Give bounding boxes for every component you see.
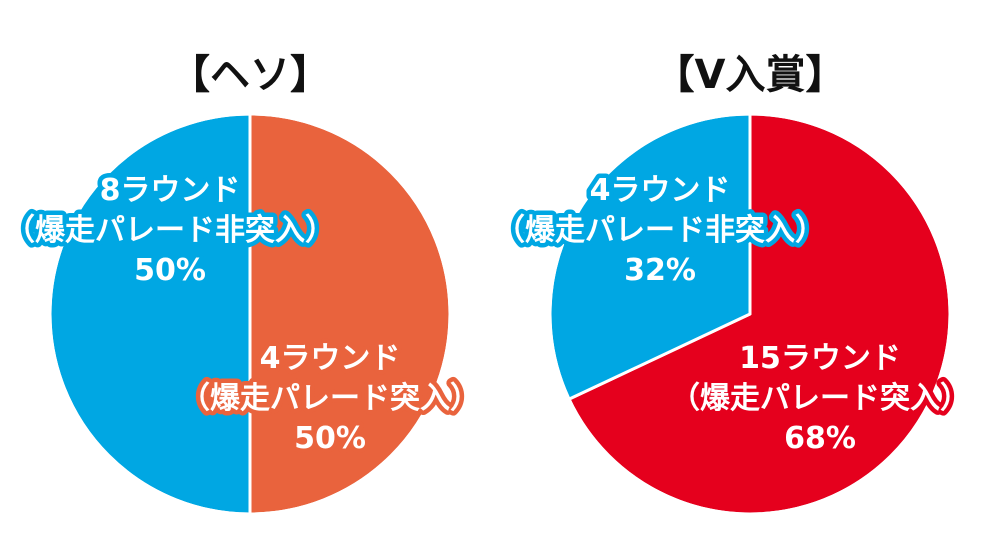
slice-name-label-v-nyusho-0: 15ラウンド [739, 341, 901, 376]
chart-title-v-nyusho: 【V入賞】 [655, 52, 846, 98]
slice-sub-label-heso-1: （爆走パレード非突入） [5, 213, 335, 248]
slice-name-label-heso-0: 4ラウンド [260, 341, 401, 376]
pie-outline-heso [48, 112, 452, 516]
pie-chart-v-nyusho: 【V入賞】 15ラウンド （爆走パレード突入） 68% 4ラウンド （爆走パレード非突入… [491, 52, 975, 516]
slice-name-label-heso-1: 8ラウンド [100, 173, 241, 208]
slice-percent-label-v-nyusho-0: 68% [784, 421, 856, 456]
slice-percent-label-heso-1: 50% [134, 253, 206, 288]
pie-chart-heso: 【ヘソ】 4ラウンド （爆走パレード突入） 50% 8ラウンド （爆走パレード非突入） 5… [1, 52, 485, 516]
slice-name-label-v-nyusho-1: 4ラウンド [590, 173, 731, 208]
pie-outline-v-nyusho [548, 112, 952, 516]
chart-title-heso: 【ヘソ】 [170, 52, 330, 98]
slice-percent-label-v-nyusho-1: 32% [624, 253, 696, 288]
slice-percent-label-heso-0: 50% [294, 421, 366, 456]
slice-sub-label-v-nyusho-1: （爆走パレード非突入） [495, 213, 825, 248]
slice-sub-label-v-nyusho-0: （爆走パレード突入） [670, 381, 970, 416]
slice-sub-label-heso-0: （爆走パレード突入） [180, 381, 480, 416]
